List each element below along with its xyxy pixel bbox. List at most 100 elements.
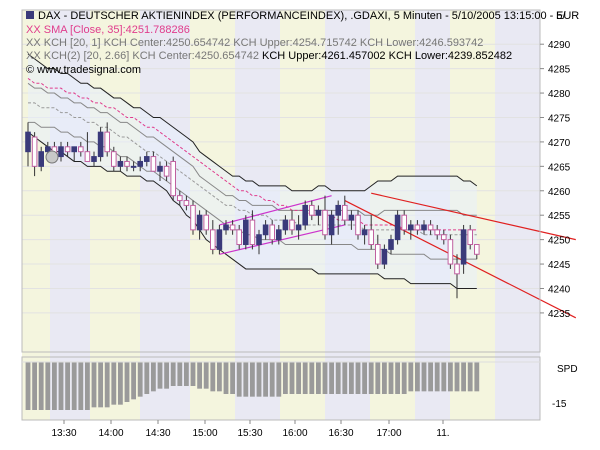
candle-body bbox=[203, 214, 209, 231]
y-tick-label: 4285 bbox=[548, 65, 571, 76]
spd-bar bbox=[263, 362, 268, 397]
candle-body bbox=[460, 229, 467, 265]
spd-bar bbox=[144, 362, 150, 394]
spd-bar bbox=[250, 362, 255, 397]
spd-bar bbox=[296, 362, 301, 394]
x-tick-label: 14:00 bbox=[98, 428, 123, 439]
spd-bar bbox=[454, 362, 460, 392]
spd-bar bbox=[448, 362, 453, 392]
candle-body bbox=[282, 219, 289, 231]
spd-label: SPD bbox=[557, 364, 578, 375]
x-tick-label: 13:30 bbox=[51, 428, 76, 439]
trendline-red-upper bbox=[371, 192, 576, 241]
candle-body bbox=[84, 151, 91, 162]
candle-body bbox=[223, 224, 229, 231]
spd-bar bbox=[217, 362, 222, 392]
candle-body bbox=[388, 239, 394, 250]
x-tick-label: 15:30 bbox=[237, 428, 262, 439]
spd-bar bbox=[151, 362, 156, 392]
spd-bar bbox=[362, 362, 367, 394]
candle-body bbox=[25, 131, 31, 153]
candle-body bbox=[124, 160, 130, 167]
spd-bar bbox=[223, 362, 229, 394]
spd-tick-label: -15 bbox=[552, 399, 567, 410]
spd-bar bbox=[408, 362, 414, 392]
spd-bar bbox=[25, 362, 31, 410]
sma-legend: XX SMA [Close, 35]:4251.788286 bbox=[26, 24, 190, 36]
candle-body bbox=[355, 214, 361, 236]
spd-bar bbox=[243, 362, 249, 397]
currency-label: EUR bbox=[556, 10, 579, 22]
candle-body bbox=[91, 156, 97, 162]
x-tick-label: 16:30 bbox=[328, 428, 353, 439]
x-axis-ticks: 13:30 14:00 14:30 15:00 15:30 16:00 16:30 17:00… bbox=[51, 420, 450, 439]
spd-bar bbox=[461, 362, 466, 392]
legend-header: DAX - DEUTSCHER AKTIENINDEX (PERFORMANCE… bbox=[26, 10, 579, 76]
candle-body bbox=[361, 229, 368, 236]
candle-body bbox=[375, 244, 381, 265]
candle-body bbox=[335, 204, 341, 216]
spd-bar bbox=[32, 362, 37, 410]
candle-body bbox=[130, 165, 137, 168]
candle-body bbox=[38, 151, 45, 167]
y-tick-label: 4290 bbox=[548, 40, 571, 51]
y-tick-label: 4240 bbox=[548, 284, 571, 295]
y-tick-label: 4275 bbox=[548, 113, 571, 124]
series-marker-icon bbox=[26, 11, 34, 19]
candle-body bbox=[157, 165, 163, 172]
candle-body bbox=[144, 156, 150, 162]
spd-bar bbox=[38, 362, 44, 410]
spd-bar bbox=[289, 362, 295, 394]
selection-marker[interactable] bbox=[45, 150, 59, 164]
x-tick-label: 15:00 bbox=[192, 428, 217, 439]
spd-bar bbox=[157, 362, 163, 389]
spd-bar bbox=[65, 362, 70, 410]
candle-body bbox=[447, 239, 454, 265]
candlesticks bbox=[25, 122, 480, 299]
spd-bar bbox=[98, 362, 103, 408]
spd-bar bbox=[316, 362, 321, 394]
candle-body bbox=[381, 248, 388, 265]
candle-body bbox=[342, 204, 348, 221]
spd-bar bbox=[45, 362, 51, 410]
candle-body bbox=[328, 214, 335, 236]
spd-bar bbox=[302, 362, 308, 394]
spd-bar bbox=[382, 362, 387, 394]
spd-bar bbox=[85, 362, 90, 410]
y-tick-label: 4250 bbox=[548, 236, 571, 247]
candle-body bbox=[454, 263, 460, 275]
candle-body bbox=[262, 224, 269, 236]
spd-bar bbox=[434, 362, 440, 392]
candle-body bbox=[137, 160, 143, 167]
candle-body bbox=[58, 146, 64, 158]
spd-bar bbox=[137, 362, 143, 397]
candle-body bbox=[467, 229, 473, 246]
price-panel-frame bbox=[21, 9, 541, 353]
spd-bar bbox=[203, 362, 209, 389]
channel-lower-outer bbox=[27, 131, 477, 289]
spd-bar bbox=[184, 362, 189, 386]
x-tick-label: 17:00 bbox=[376, 428, 401, 439]
candle-body bbox=[414, 224, 421, 231]
spd-bar bbox=[441, 362, 447, 392]
y-tick-label: 4280 bbox=[548, 89, 571, 100]
spd-bar bbox=[91, 362, 97, 408]
kch1-legend: XX KCH [20, 1] KCH Center:4250.654742 KC… bbox=[26, 37, 483, 49]
spd-bar bbox=[415, 362, 420, 392]
y-tick-label: 4255 bbox=[548, 211, 571, 222]
kch2-center-text: XX KCH(2) [20, 2.66] KCH Center:4250.654… bbox=[26, 50, 259, 62]
spd-bar bbox=[164, 362, 169, 389]
spd-bar bbox=[177, 362, 183, 386]
x-tick-label: 14:30 bbox=[145, 428, 170, 439]
candle-body bbox=[243, 219, 249, 246]
candle-body bbox=[170, 160, 176, 197]
candle-body bbox=[190, 204, 196, 231]
spd-bar bbox=[309, 362, 315, 394]
candle-body bbox=[434, 229, 440, 236]
candle-body bbox=[269, 224, 275, 241]
trendline-red-lower bbox=[344, 200, 577, 319]
spd-bars bbox=[22, 361, 540, 410]
candle-body bbox=[97, 131, 104, 158]
candle-body bbox=[256, 234, 262, 246]
candle-body bbox=[229, 224, 236, 231]
